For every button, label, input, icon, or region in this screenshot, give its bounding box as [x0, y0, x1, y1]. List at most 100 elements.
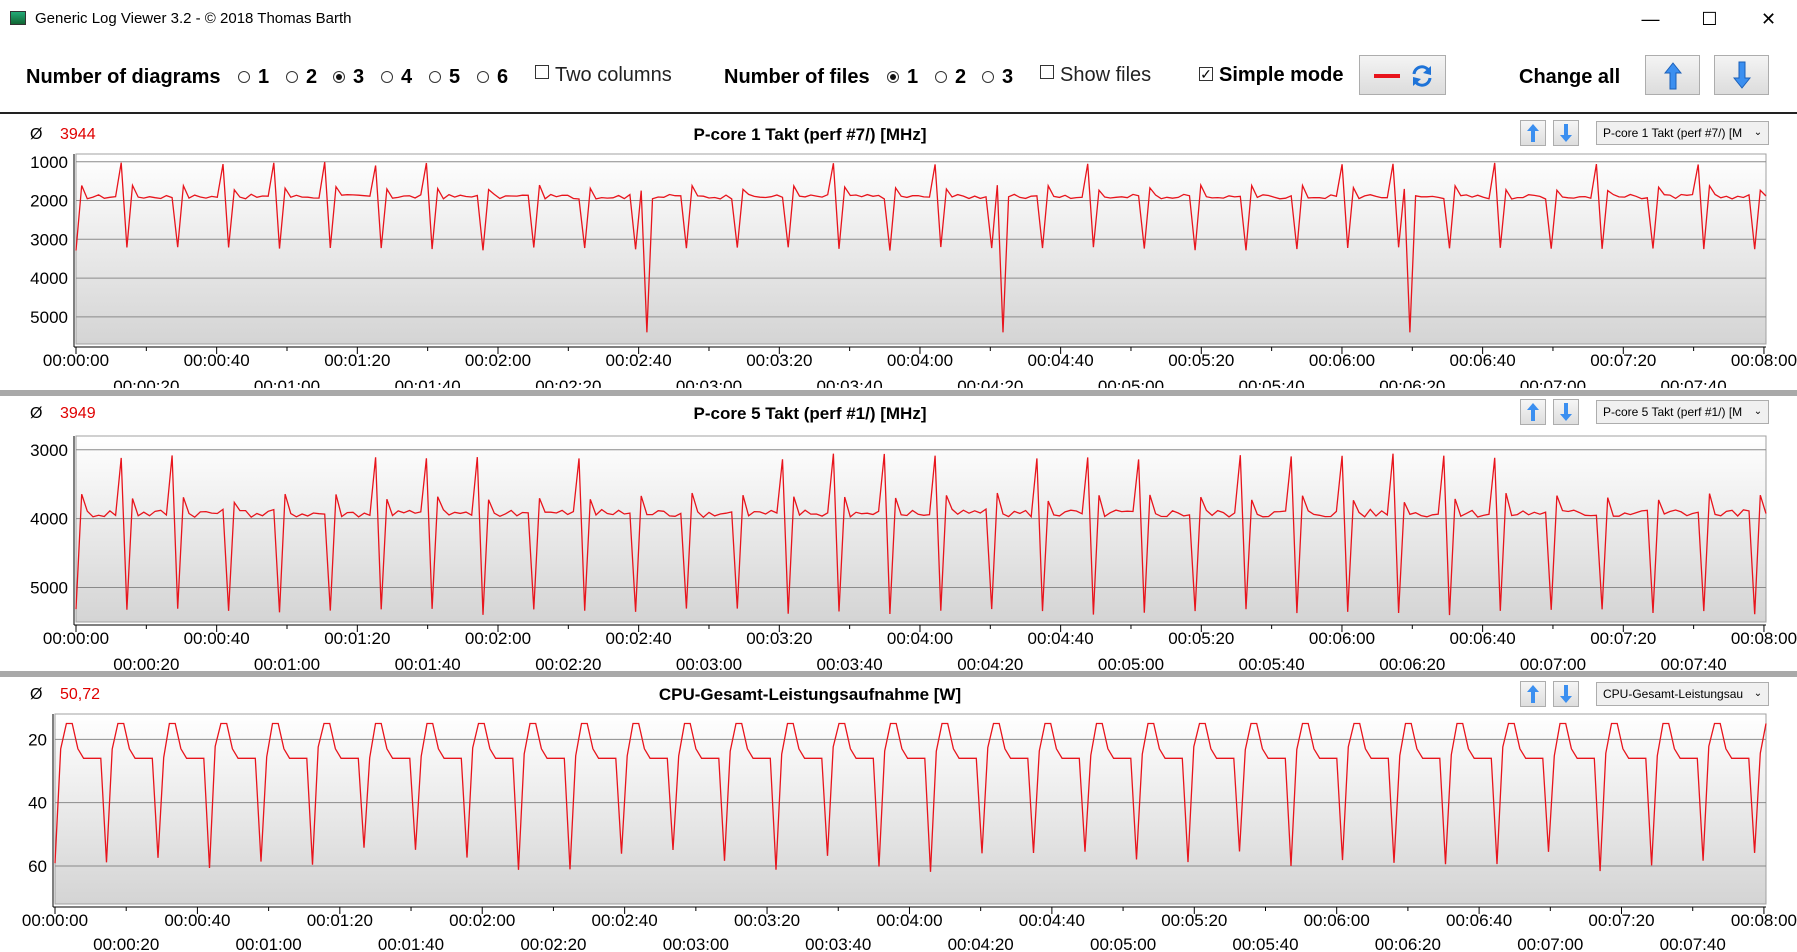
- maximize-button[interactable]: ☐: [1701, 9, 1718, 29]
- files-radio-3[interactable]: 3: [982, 66, 1013, 89]
- x-tick-label: 00:05:20: [1161, 911, 1227, 930]
- diagram-radio-3[interactable]: 3: [333, 66, 364, 89]
- x-tick-label: 00:03:20: [734, 911, 800, 930]
- x-tick-label: 00:06:20: [1379, 655, 1445, 670]
- move-down-button[interactable]: [1553, 120, 1579, 146]
- move-up-button[interactable]: [1520, 399, 1546, 425]
- average-value: 3949: [60, 405, 96, 422]
- move-down-button[interactable]: [1553, 681, 1579, 707]
- x-tick-label: 00:04:00: [887, 351, 953, 370]
- diagram-radio-6[interactable]: 6: [477, 66, 508, 89]
- average-symbol: Ø: [30, 686, 43, 703]
- y-tick-label: 4000: [30, 269, 68, 288]
- x-tick-label: 00:03:40: [817, 655, 883, 670]
- x-tick-label: 00:05:40: [1239, 377, 1305, 388]
- x-tick-label: 00:04:20: [948, 935, 1014, 952]
- x-tick-label: 00:00:00: [22, 911, 88, 930]
- x-tick-label: 00:03:40: [805, 935, 871, 952]
- series-line: [75, 453, 1767, 616]
- series-select[interactable]: CPU-Gesamt-Leistungsau ⌄: [1596, 682, 1769, 706]
- move-up-button[interactable]: [1520, 681, 1546, 707]
- x-tick-label: 00:07:40: [1661, 377, 1727, 388]
- x-tick-label: 00:05:20: [1168, 629, 1234, 648]
- x-tick-label: 00:05:00: [1098, 655, 1164, 670]
- arrow-up-icon: [1527, 124, 1539, 142]
- show-files-checkbox[interactable]: Show files: [1040, 64, 1151, 87]
- toolbar: Number of diagrams 1 2 3 4 5 6 Two colum…: [0, 40, 1797, 114]
- x-tick-label: 00:03:00: [676, 377, 742, 388]
- x-tick-label: 00:02:40: [592, 911, 658, 930]
- x-tick-label: 00:01:40: [395, 655, 461, 670]
- arrow-up-icon: [1527, 685, 1539, 703]
- change-all-up-button[interactable]: [1645, 55, 1700, 95]
- panel-divider[interactable]: [0, 390, 1797, 396]
- x-tick-label: 00:01:20: [324, 351, 390, 370]
- x-tick-label: 00:07:00: [1517, 935, 1583, 952]
- panel-divider[interactable]: [0, 671, 1797, 677]
- line-color-icon: [1374, 74, 1400, 78]
- x-tick-label: 00:06:00: [1309, 629, 1375, 648]
- x-tick-label: 00:06:20: [1375, 935, 1441, 952]
- x-tick-label: 00:05:40: [1239, 655, 1305, 670]
- x-tick-label: 00:00:40: [164, 911, 230, 930]
- line-style-button[interactable]: [1359, 55, 1446, 95]
- x-tick-label: 00:05:20: [1168, 351, 1234, 370]
- series-line: [75, 161, 1767, 333]
- x-tick-label: 00:08:00: [1731, 629, 1797, 648]
- average-symbol: Ø: [30, 405, 43, 422]
- y-tick-label: 1000: [30, 153, 68, 172]
- chevron-down-icon: ⌄: [1748, 683, 1768, 705]
- x-tick-label: 00:04:40: [1028, 629, 1094, 648]
- number-of-files-label: Number of files: [724, 66, 870, 88]
- x-tick-label: 00:00:20: [113, 377, 179, 388]
- x-tick-label: 00:04:20: [957, 377, 1023, 388]
- change-all-down-button[interactable]: [1714, 55, 1769, 95]
- y-tick-label: 20: [28, 730, 47, 749]
- x-tick-label: 00:04:40: [1028, 351, 1094, 370]
- x-tick-label: 00:07:20: [1588, 911, 1654, 930]
- average-value: 50,72: [60, 686, 101, 703]
- move-down-button[interactable]: [1553, 399, 1579, 425]
- chart-3: 60 40 20 00:00:00 00:00:40 00:01:20 00:02:00 00…: [22, 713, 1797, 952]
- simple-mode-checkbox[interactable]: ✓ Simple mode: [1199, 64, 1344, 86]
- number-of-diagrams-label: Number of diagrams: [26, 66, 221, 88]
- diagram-radio-5[interactable]: 5: [429, 66, 460, 89]
- x-tick-label: 00:04:00: [876, 911, 942, 930]
- series-line: [54, 722, 1767, 872]
- x-tick-label: 00:06:00: [1304, 911, 1370, 930]
- plot-area: [54, 713, 1767, 905]
- x-tick-label: 00:07:00: [1520, 377, 1586, 388]
- plot-area: [75, 153, 1767, 345]
- y-tick-label: 3000: [30, 441, 68, 460]
- x-tick-label: 00:08:00: [1731, 351, 1797, 370]
- x-tick-label: 00:08:00: [1731, 911, 1797, 930]
- diagram-panel-1: Ø 3944 P-core 1 Takt (perf #7/) [MHz] P-…: [0, 116, 1797, 390]
- title-bar: Generic Log Viewer 3.2 - © 2018 Thomas B…: [0, 0, 1797, 38]
- x-tick-label: 00:01:00: [254, 377, 320, 388]
- two-columns-checkbox[interactable]: Two columns: [535, 64, 672, 87]
- close-button[interactable]: ✕: [1760, 9, 1777, 29]
- x-tick-label: 00:01:20: [307, 911, 373, 930]
- move-up-button[interactable]: [1520, 120, 1546, 146]
- minimize-button[interactable]: —: [1641, 9, 1660, 29]
- series-select[interactable]: P-core 5 Takt (perf #1/) [M ⌄: [1596, 400, 1769, 424]
- x-tick-label: 00:01:40: [395, 377, 461, 388]
- x-tick-label: 00:02:40: [606, 629, 672, 648]
- x-tick-label: 00:07:20: [1590, 351, 1656, 370]
- arrow-up-icon: [1527, 403, 1539, 421]
- diagram-radio-2[interactable]: 2: [286, 66, 317, 89]
- x-tick-label: 00:05:40: [1232, 935, 1298, 952]
- x-tick-label: 00:00:00: [43, 629, 109, 648]
- series-select[interactable]: P-core 1 Takt (perf #7/) [M ⌄: [1596, 121, 1769, 145]
- x-tick-label: 00:00:20: [93, 935, 159, 952]
- x-tick-label: 00:07:00: [1520, 655, 1586, 670]
- files-radio-2[interactable]: 2: [935, 66, 966, 89]
- arrow-up-icon: [1664, 62, 1682, 90]
- chart-2: 5000 4000 3000 00:00:00 00:00:40 00:01:20 00:0…: [30, 435, 1797, 670]
- x-tick-label: 00:07:40: [1660, 935, 1726, 952]
- y-tick-label: 40: [28, 794, 47, 813]
- app-icon: [10, 11, 26, 25]
- files-radio-1[interactable]: 1: [887, 66, 918, 89]
- diagram-radio-4[interactable]: 4: [381, 66, 412, 89]
- diagram-radio-1[interactable]: 1: [238, 66, 269, 89]
